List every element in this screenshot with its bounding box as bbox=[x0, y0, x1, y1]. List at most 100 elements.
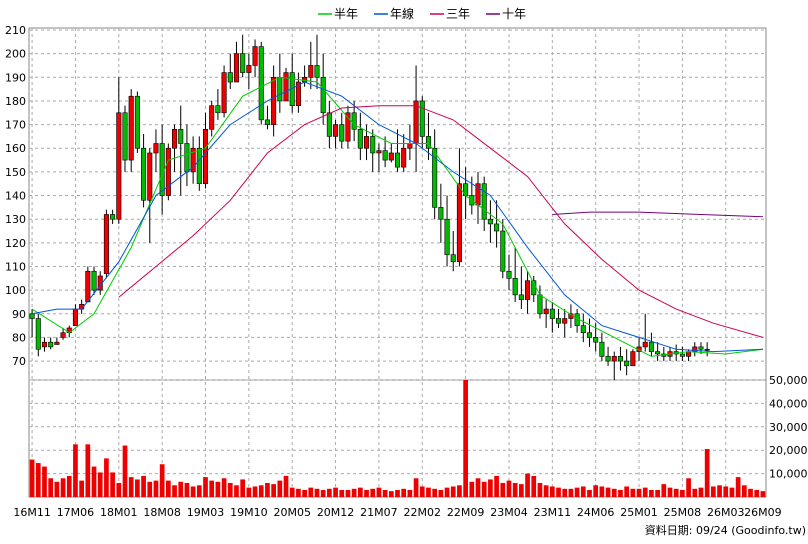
candle bbox=[661, 346, 667, 362]
candle bbox=[41, 337, 48, 352]
volume-bar bbox=[190, 486, 196, 497]
candle-body bbox=[419, 100, 425, 137]
volume-bar bbox=[481, 481, 487, 497]
candle bbox=[215, 89, 221, 120]
volume-bar bbox=[240, 479, 246, 497]
legend-item: 三年 bbox=[430, 7, 470, 21]
candle-body bbox=[147, 152, 153, 201]
candle-body bbox=[258, 46, 264, 121]
candle-body bbox=[314, 65, 320, 78]
candle bbox=[630, 349, 636, 367]
time-tick-label: 24M06 bbox=[577, 506, 615, 519]
candle-body bbox=[357, 129, 363, 149]
candle bbox=[394, 129, 401, 172]
time-tick-label: 26M09 bbox=[744, 506, 782, 519]
candle bbox=[227, 53, 233, 90]
candle bbox=[500, 219, 506, 279]
volume-bar bbox=[48, 478, 54, 497]
volume-bar bbox=[258, 485, 264, 497]
volume-bar bbox=[351, 488, 357, 497]
volume-bar bbox=[110, 472, 115, 497]
candle-body bbox=[642, 341, 648, 348]
candle bbox=[289, 53, 295, 113]
candle-body bbox=[184, 143, 190, 173]
volume-bar bbox=[655, 489, 660, 497]
volume-bar bbox=[549, 486, 555, 497]
candle-body bbox=[29, 313, 35, 319]
candle-body bbox=[85, 270, 91, 303]
candle bbox=[271, 65, 277, 137]
volume-bar bbox=[599, 486, 605, 497]
candle bbox=[692, 342, 698, 357]
candle bbox=[264, 105, 270, 130]
volume-bar bbox=[252, 486, 258, 497]
candle bbox=[580, 313, 586, 343]
candle-body bbox=[159, 143, 165, 196]
candle bbox=[165, 143, 171, 201]
candle-body bbox=[178, 129, 184, 144]
candle-body bbox=[599, 341, 605, 357]
volume-bar bbox=[605, 487, 611, 497]
candle-body bbox=[351, 112, 357, 130]
volume-bar bbox=[345, 489, 351, 497]
volume-tick-label: 20,000 bbox=[769, 444, 808, 457]
volume-bar bbox=[673, 488, 679, 497]
volume-bar bbox=[227, 482, 233, 497]
candle bbox=[438, 183, 444, 243]
candle-body bbox=[302, 76, 308, 83]
candle bbox=[308, 41, 314, 90]
candle bbox=[407, 124, 413, 161]
time-tick-label: 20M12 bbox=[317, 506, 355, 519]
volume-bar bbox=[760, 491, 766, 497]
candle bbox=[48, 337, 54, 350]
candle bbox=[277, 53, 283, 113]
volume-bar bbox=[686, 478, 691, 497]
price-tick-label: 90 bbox=[12, 308, 26, 321]
volume-bar bbox=[209, 480, 215, 497]
volume-bar bbox=[85, 444, 91, 497]
candle bbox=[605, 346, 611, 366]
legend-label: 半年 bbox=[334, 7, 358, 21]
candle bbox=[153, 129, 159, 172]
volume-bar bbox=[147, 481, 153, 497]
candle bbox=[549, 301, 555, 333]
candle-body bbox=[215, 105, 221, 114]
volume-bar bbox=[704, 449, 710, 497]
candle-body bbox=[456, 183, 462, 263]
candle-body bbox=[444, 218, 450, 255]
candle bbox=[302, 65, 308, 87]
volume-bar bbox=[729, 487, 735, 497]
candle-body bbox=[648, 341, 654, 352]
time-tick-label: 23M11 bbox=[534, 506, 572, 519]
volume-bar bbox=[79, 480, 84, 497]
volume-bar bbox=[419, 486, 425, 497]
candle bbox=[599, 332, 605, 362]
volume-bar bbox=[73, 444, 78, 497]
volume-bar bbox=[630, 488, 636, 497]
candle bbox=[376, 143, 382, 172]
time-tick-label: 25M01 bbox=[620, 506, 658, 519]
volume-bar bbox=[333, 487, 338, 497]
axes: 70 80 90 100 110 120 130 140 150 160 170 180 190 200 2… bbox=[5, 24, 808, 519]
candle bbox=[240, 34, 246, 78]
candle-body bbox=[333, 124, 339, 137]
volume-bar bbox=[500, 482, 506, 497]
candle bbox=[370, 129, 376, 172]
candle bbox=[116, 77, 122, 224]
candle-body bbox=[134, 95, 140, 149]
volume-bar bbox=[265, 482, 270, 497]
volume-bar bbox=[388, 491, 394, 497]
price-tick-label: 100 bbox=[5, 284, 26, 297]
volume-bar bbox=[444, 487, 450, 497]
volume-bar bbox=[60, 478, 66, 497]
volume-bar bbox=[246, 487, 252, 497]
volume-bar bbox=[364, 489, 369, 497]
candle-body bbox=[41, 341, 48, 348]
candle bbox=[60, 327, 66, 340]
candle-body bbox=[233, 53, 240, 83]
volume-bar bbox=[370, 488, 376, 497]
volume-bar bbox=[395, 489, 400, 497]
candle-body bbox=[686, 351, 692, 357]
candle-body bbox=[376, 150, 382, 154]
candle-body bbox=[698, 346, 704, 350]
